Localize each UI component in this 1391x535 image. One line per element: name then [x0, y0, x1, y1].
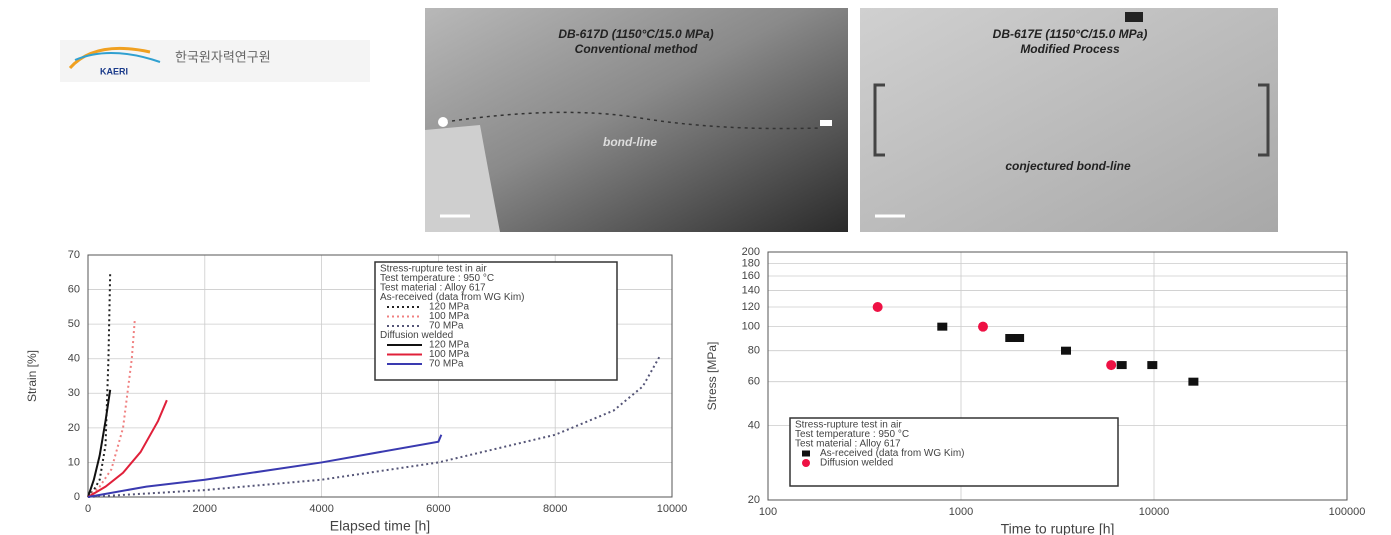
series-line [87, 354, 662, 498]
point [1147, 361, 1158, 370]
legend-label: 100 MPa [429, 311, 469, 322]
arrow [820, 120, 832, 126]
bracket [873, 83, 885, 157]
legend-note: Test temperature : 950 °C [795, 429, 909, 440]
point [1106, 360, 1117, 371]
arrow [438, 117, 448, 127]
legend-label: 120 MPa [429, 340, 469, 351]
x-tick-label: 2000 [193, 503, 217, 515]
point [1116, 361, 1127, 370]
x-tick-label: 100000 [1329, 506, 1366, 518]
series-line [87, 389, 112, 498]
micrograph: DB-617D (1150°C/15.0 MPa) Conventional m… [425, 8, 848, 232]
series-line [87, 399, 168, 498]
legend-label: Diffusion welded [820, 458, 893, 469]
logo-swoosh [74, 52, 161, 63]
y-axis-label: Stress [MPa] [705, 342, 719, 411]
legend-group: As-received (data from WG Kim) [380, 292, 524, 303]
legend-swatch [802, 459, 810, 467]
legend-group: Diffusion welded [380, 330, 453, 341]
legend-label: 120 MPa [429, 302, 469, 313]
legend-label: As-received (data from WG Kim) [820, 448, 964, 459]
legend-note: Test temperature : 950 °C [380, 273, 494, 284]
legend-note: Test material : Alloy 617 [380, 283, 486, 294]
series-line [87, 272, 112, 498]
series-line [87, 320, 136, 498]
photo [860, 8, 1278, 232]
y-tick-label: 60 [748, 376, 760, 388]
axes-frame [87, 254, 673, 498]
point [1188, 377, 1199, 386]
photo-title: DB-617E (1150°C/15.0 MPa) [993, 27, 1148, 41]
y-tick-label: 100 [742, 321, 760, 333]
x-tick-label: 0 [85, 503, 91, 515]
axes-frame [767, 251, 1348, 501]
logo-abbr: KAERI [100, 66, 128, 76]
x-tick-label: 8000 [543, 503, 567, 515]
legend-swatch [802, 450, 810, 457]
y-tick-label: 140 [742, 284, 760, 296]
x-axis-label: Time to rupture [h] [1001, 521, 1115, 535]
legend-note: Test material : Alloy 617 [795, 439, 901, 450]
logo-bg [60, 40, 370, 82]
x-tick-label: 6000 [426, 503, 450, 515]
logo-name: 한국원자력연구원 [175, 49, 271, 64]
y-tick-label: 10 [68, 456, 80, 468]
point [1061, 346, 1072, 355]
photo-label: conjectured bond-line [1005, 159, 1131, 173]
photo-label: bond-line [603, 135, 657, 149]
micrograph: DB-617E (1150°C/15.0 MPa) Modified Proce… [860, 8, 1278, 232]
legend-box [789, 417, 1119, 487]
point [1014, 334, 1025, 343]
x-axis-label: Elapsed time [h] [330, 518, 430, 534]
y-tick-label: 160 [742, 270, 760, 282]
legend-label: 70 MPa [429, 359, 464, 370]
logo-swoosh [68, 46, 151, 70]
y-tick-label: 120 [742, 301, 760, 313]
series-line [87, 434, 443, 498]
y-tick-label: 60 [68, 283, 80, 295]
photo-region [425, 125, 500, 232]
legend-label: 70 MPa [429, 321, 464, 332]
photo [425, 8, 848, 232]
y-tick-label: 200 [742, 246, 760, 258]
y-tick-label: 20 [68, 422, 80, 434]
point [937, 322, 948, 331]
y-tick-label: 70 [68, 249, 80, 261]
photo-title: DB-617D (1150°C/15.0 MPa) [558, 27, 713, 41]
x-tick-label: 1000 [949, 506, 973, 518]
y-tick-label: 0 [74, 491, 80, 503]
legend-label: 100 MPa [429, 349, 469, 360]
point [872, 302, 883, 313]
y-tick-label: 30 [68, 387, 80, 399]
y-tick-label: 40 [748, 419, 760, 431]
point [977, 321, 988, 332]
legend-box [374, 261, 618, 381]
y-tick-label: 180 [742, 257, 760, 269]
photo-subtitle: Modified Process [1020, 42, 1120, 56]
point [1005, 334, 1016, 343]
y-tick-label: 80 [748, 345, 760, 357]
y-tick-label: 20 [748, 494, 760, 506]
y-axis-label: Strain [%] [25, 350, 39, 402]
legend-note: Stress-rupture test in air [380, 264, 487, 275]
x-tick-label: 10000 [657, 503, 688, 515]
x-tick-label: 100 [759, 506, 777, 518]
photo-subtitle: Conventional method [575, 42, 698, 56]
legend-note: Stress-rupture test in air [795, 420, 902, 431]
y-tick-label: 50 [68, 318, 80, 330]
y-tick-label: 40 [68, 353, 80, 365]
logo: KAERI 한국원자력연구원 [60, 40, 370, 82]
x-tick-label: 10000 [1139, 506, 1170, 518]
x-tick-label: 4000 [309, 503, 333, 515]
photo-spot [1125, 12, 1143, 22]
bracket [1258, 83, 1270, 157]
